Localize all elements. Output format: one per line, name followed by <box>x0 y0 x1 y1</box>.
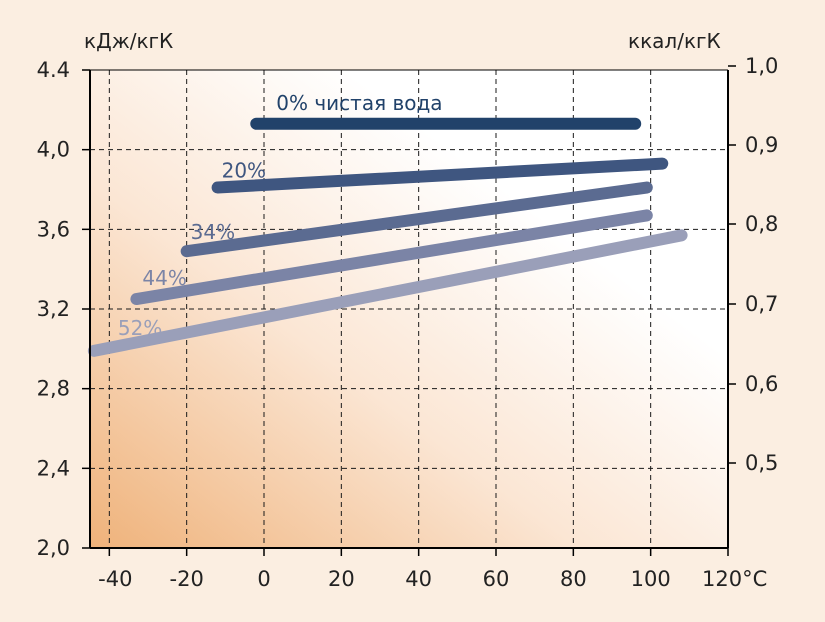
y-right-tick-label-0: 0,5 <box>745 451 778 475</box>
series-label-1: 20% <box>222 159 266 183</box>
x-tick-label-3: 20 <box>328 567 355 591</box>
series-label-0: 0% чистая вода <box>276 91 442 115</box>
y-right-unit: ккал/кгК <box>628 29 721 53</box>
y-left-tick-label-5: 4,0 <box>37 138 70 162</box>
y-left-unit: кДж/кгК <box>84 29 173 53</box>
x-tick-label-0: -40 <box>98 567 132 591</box>
y-left-tick-label-6: 4.4 <box>37 58 70 82</box>
x-tick-label-4: 40 <box>405 567 432 591</box>
y-right-tick-label-2: 0,7 <box>745 292 778 316</box>
series-label-2: 34% <box>191 220 235 244</box>
y-right-tick-label-4: 0,9 <box>745 133 778 157</box>
series-line-4 <box>87 229 688 357</box>
series-group: 0% чистая вода 20% 34%44% 52% <box>87 91 688 357</box>
series-label-4: 52% <box>118 316 162 340</box>
y-left-tick-label-4: 3,6 <box>37 217 70 241</box>
series-line-1 <box>211 157 669 194</box>
y-right-tick-label-3: 0,8 <box>745 212 778 236</box>
y-left-tick-label-0: 2,0 <box>37 536 70 560</box>
x-tick-label-1: -20 <box>170 567 204 591</box>
grid <box>90 70 728 548</box>
y-left-tick-label-2: 2,8 <box>37 377 70 401</box>
x-tick-label-7: 100 <box>631 567 671 591</box>
y-left-tick-label-1: 2,4 <box>37 456 70 480</box>
tick-labels: -40 -20 0 20 40 60 80 100 120°C 2,0 2,4 2,8 3,2 3,6 4,… <box>37 54 779 591</box>
x-tick-label-2: 0 <box>257 567 270 591</box>
series-label-3: 44% <box>142 266 186 290</box>
x-tick-label-5: 60 <box>483 567 510 591</box>
series-line-3 <box>130 209 653 306</box>
x-tick-label-8: 120°C <box>702 567 767 591</box>
y-right-tick-label-5: 1,0 <box>745 54 778 78</box>
y-right-tick-label-1: 0,6 <box>745 372 778 396</box>
series-line-2 <box>180 181 653 258</box>
y-left-tick-label-3: 3,2 <box>37 297 70 321</box>
x-tick-label-6: 80 <box>560 567 587 591</box>
axes <box>82 65 736 556</box>
